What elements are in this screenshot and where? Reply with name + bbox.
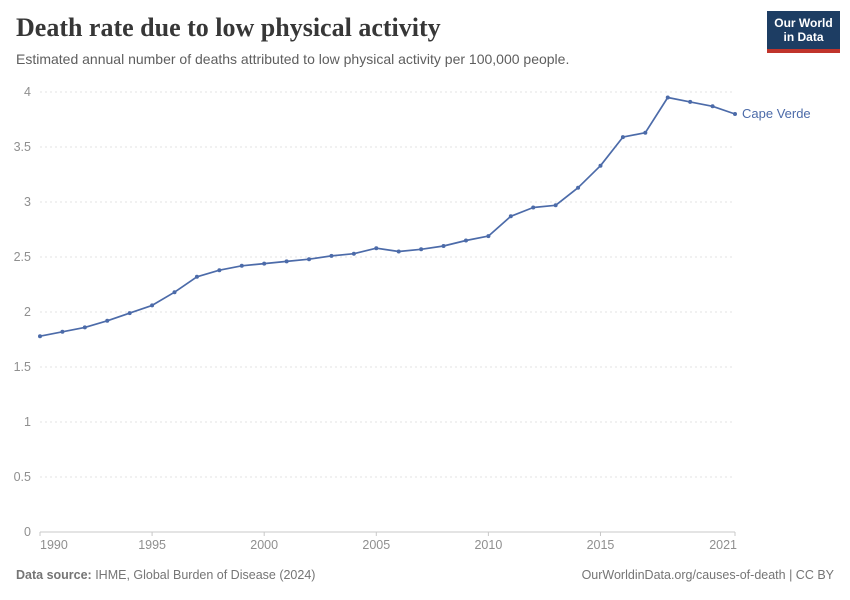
page-title: Death rate due to low physical activity [16,13,441,42]
data-point [262,261,267,266]
data-point [486,234,491,239]
data-point [38,334,42,339]
y-tick-label: 2.5 [14,250,31,264]
x-tick-label: 2010 [474,538,502,552]
data-point [598,163,603,168]
data-point [441,244,446,248]
data-point [284,259,289,264]
owid-logo[interactable]: Our World in Data [767,11,840,53]
data-point [710,104,715,109]
chart-header: Death rate due to low physical activity … [16,12,755,68]
data-point [329,253,334,258]
data-point [733,112,737,116]
y-tick-label: 2 [24,305,31,319]
source-link[interactable]: OurWorldinData.org/causes-of-death | CC … [581,568,834,582]
data-line [39,96,736,338]
data-point [665,95,670,100]
y-tick-label: 1 [24,415,31,429]
data-point [351,251,356,256]
owid-logo-line1: Our World [774,16,833,30]
x-tick-label: 2015 [587,538,615,552]
data-point [531,205,536,210]
y-tick-label: 4 [24,85,31,99]
data-point [396,249,401,254]
data-point [688,99,693,104]
data-point [150,303,155,308]
data-point [643,130,648,135]
data-point [217,268,222,273]
y-tick-label: 0.5 [14,470,31,484]
data-point [508,214,513,219]
data-point [105,318,110,323]
x-tick-label: 1990 [40,538,68,552]
data-source: Data source: IHME, Global Burden of Dise… [16,568,315,582]
entity-label: Cape Verde [742,106,811,121]
data-point [60,329,65,334]
y-tick-label: 3 [24,195,31,209]
chart-subtitle: Estimated annual number of deaths attrib… [16,51,570,68]
data-point [127,311,132,316]
x-tick-label: 1995 [138,538,166,552]
x-tick-label: 2000 [250,538,278,552]
data-point [553,203,558,208]
data-point [239,263,244,268]
data-point [620,135,625,140]
x-tick-label: 2005 [362,538,390,552]
data-source-label: Data source: [16,568,92,582]
x-tick-label: 2021 [709,538,737,552]
y-tick-label: 0 [24,525,31,539]
data-point [307,257,312,262]
data-source-value: IHME, Global Burden of Disease (2024) [91,568,316,582]
data-point [463,238,468,243]
data-point [419,247,424,252]
chart-footer: Data source: IHME, Global Burden of Dise… [16,568,834,582]
data-point [82,325,87,330]
data-point [172,290,177,295]
data-point [576,185,581,190]
data-point [194,274,199,279]
y-tick-label: 1.5 [14,360,31,374]
data-point [374,246,379,251]
owid-logo-line2: in Data [783,30,824,45]
y-tick-label: 3.5 [14,140,31,154]
